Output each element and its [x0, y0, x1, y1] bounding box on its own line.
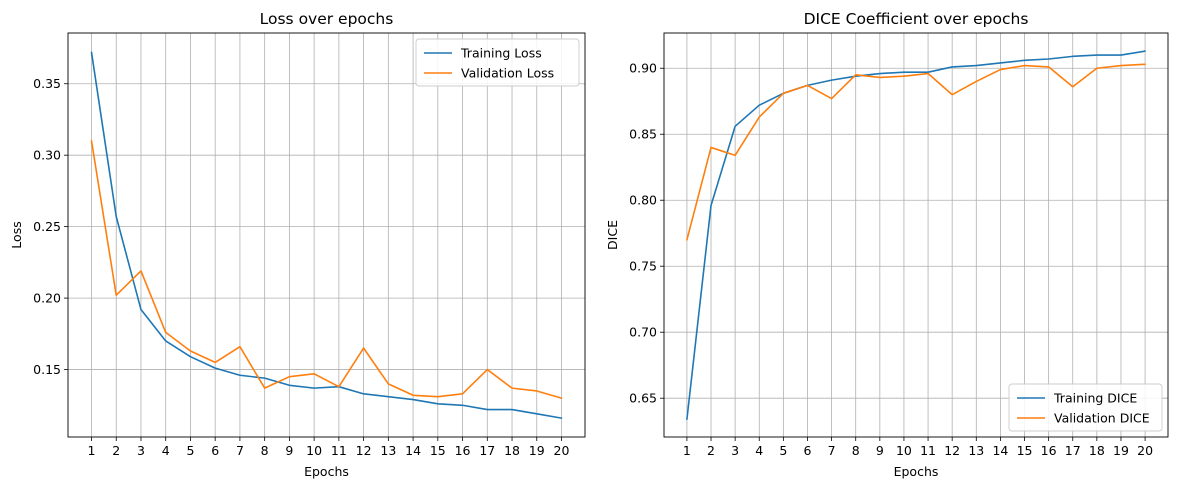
dice-y-tick-label: 0.85 — [629, 127, 657, 142]
loss-x-tick-label: 3 — [137, 443, 145, 458]
loss-x-tick-label: 5 — [186, 443, 194, 458]
dice-x-tick-label: 19 — [1113, 443, 1129, 458]
dice-x-tick-label: 14 — [992, 443, 1008, 458]
loss-x-tick-label: 1 — [88, 443, 96, 458]
loss-y-tick-label: 0.25 — [33, 219, 61, 234]
dice-y-tick-label: 0.90 — [629, 61, 657, 76]
dice-x-tick-label: 20 — [1137, 443, 1153, 458]
dice-plot-area — [664, 33, 1168, 437]
loss-x-tick-label: 2 — [112, 443, 120, 458]
loss-series-line-validation-loss — [90, 140, 563, 399]
loss-x-tick-label: 13 — [380, 443, 396, 458]
loss-x-tick-label: 19 — [529, 443, 545, 458]
dice-x-tick-label: 18 — [1089, 443, 1105, 458]
loss-chart-panel: 1 2 3 4 5 6 7 8 9 10 11 12 13 14 15 16 17 18 19 200.150.200… — [9, 10, 586, 479]
loss-x-tick-label: 17 — [479, 443, 495, 458]
dice-x-tick-label: 16 — [1041, 443, 1057, 458]
dice-series-line-validation-dice — [686, 63, 1146, 241]
dice-legend-label: Training DICE — [1053, 391, 1137, 406]
dice-chart-panel: 1 2 3 4 5 6 7 8 9 10 11 12 13 14 15 16 17 18 19 200.650.700… — [605, 10, 1169, 479]
dice-x-tick-label: 13 — [968, 443, 984, 458]
dice-series-line-training-dice — [686, 50, 1146, 421]
dice-x-tick-label: 9 — [876, 443, 884, 458]
dice-x-tick-label: 5 — [779, 443, 787, 458]
loss-x-tick-label: 12 — [356, 443, 372, 458]
dice-y-tick-label: 0.65 — [629, 391, 657, 406]
loss-x-tick-label: 10 — [306, 443, 322, 458]
dice-y-axis-label: DICE — [605, 220, 620, 250]
dice-x-tick-label: 1 — [683, 443, 691, 458]
loss-legend: Training Loss Validation Loss — [415, 38, 580, 87]
loss-x-tick-label: 8 — [261, 443, 269, 458]
loss-legend-label: Validation Loss — [461, 66, 554, 81]
dice-x-tick-label: 2 — [707, 443, 715, 458]
loss-x-tick-label: 4 — [162, 443, 170, 458]
loss-y-tick-label: 0.20 — [33, 291, 61, 306]
dice-y-tick-label: 0.70 — [629, 325, 657, 340]
dice-x-axis-label: Epochs — [894, 464, 939, 479]
loss-x-tick-label: 16 — [455, 443, 471, 458]
dice-x-tick-label: 11 — [920, 443, 936, 458]
dice-chart-title: DICE Coefficient over epochs — [804, 10, 1029, 28]
loss-plot-area — [68, 33, 585, 437]
loss-x-tick-label: 15 — [430, 443, 446, 458]
loss-x-tick-label: 6 — [211, 443, 219, 458]
dice-x-tick-label: 10 — [896, 443, 912, 458]
loss-series-line-training-loss — [90, 51, 563, 419]
loss-y-tick-label: 0.35 — [33, 76, 61, 91]
dice-axes-frame — [663, 32, 1169, 438]
loss-x-tick-label: 14 — [405, 443, 421, 458]
dice-x-tick-label: 4 — [755, 443, 763, 458]
loss-y-tick-label: 0.30 — [33, 148, 61, 163]
loss-x-tick-label: 18 — [504, 443, 520, 458]
loss-x-tick-label: 9 — [285, 443, 293, 458]
loss-x-tick-label: 11 — [331, 443, 347, 458]
dice-legend: Training DICE Validation DICE — [1008, 383, 1163, 432]
loss-chart-title: Loss over epochs — [260, 10, 394, 28]
loss-axes-frame — [67, 32, 586, 438]
dice-x-tick-label: 7 — [828, 443, 836, 458]
dice-x-tick-label: 6 — [804, 443, 812, 458]
dice-legend-label: Validation DICE — [1054, 411, 1150, 426]
dice-x-tick-label: 17 — [1065, 443, 1081, 458]
dice-x-tick-label: 12 — [944, 443, 960, 458]
dice-x-tick-label: 3 — [731, 443, 739, 458]
loss-y-axis-label: Loss — [9, 221, 24, 248]
loss-x-tick-label: 20 — [554, 443, 570, 458]
loss-x-axis-label: Epochs — [304, 464, 349, 479]
loss-x-tick-label: 7 — [236, 443, 244, 458]
dice-legend-box — [1008, 383, 1163, 432]
dice-y-tick-label: 0.75 — [629, 259, 657, 274]
dice-y-tick-label: 0.80 — [629, 193, 657, 208]
dice-x-tick-label: 15 — [1017, 443, 1033, 458]
loss-legend-box — [415, 38, 580, 87]
dice-x-tick-label: 8 — [852, 443, 860, 458]
loss-y-tick-label: 0.15 — [33, 362, 61, 377]
loss-legend-label: Training Loss — [460, 46, 542, 61]
